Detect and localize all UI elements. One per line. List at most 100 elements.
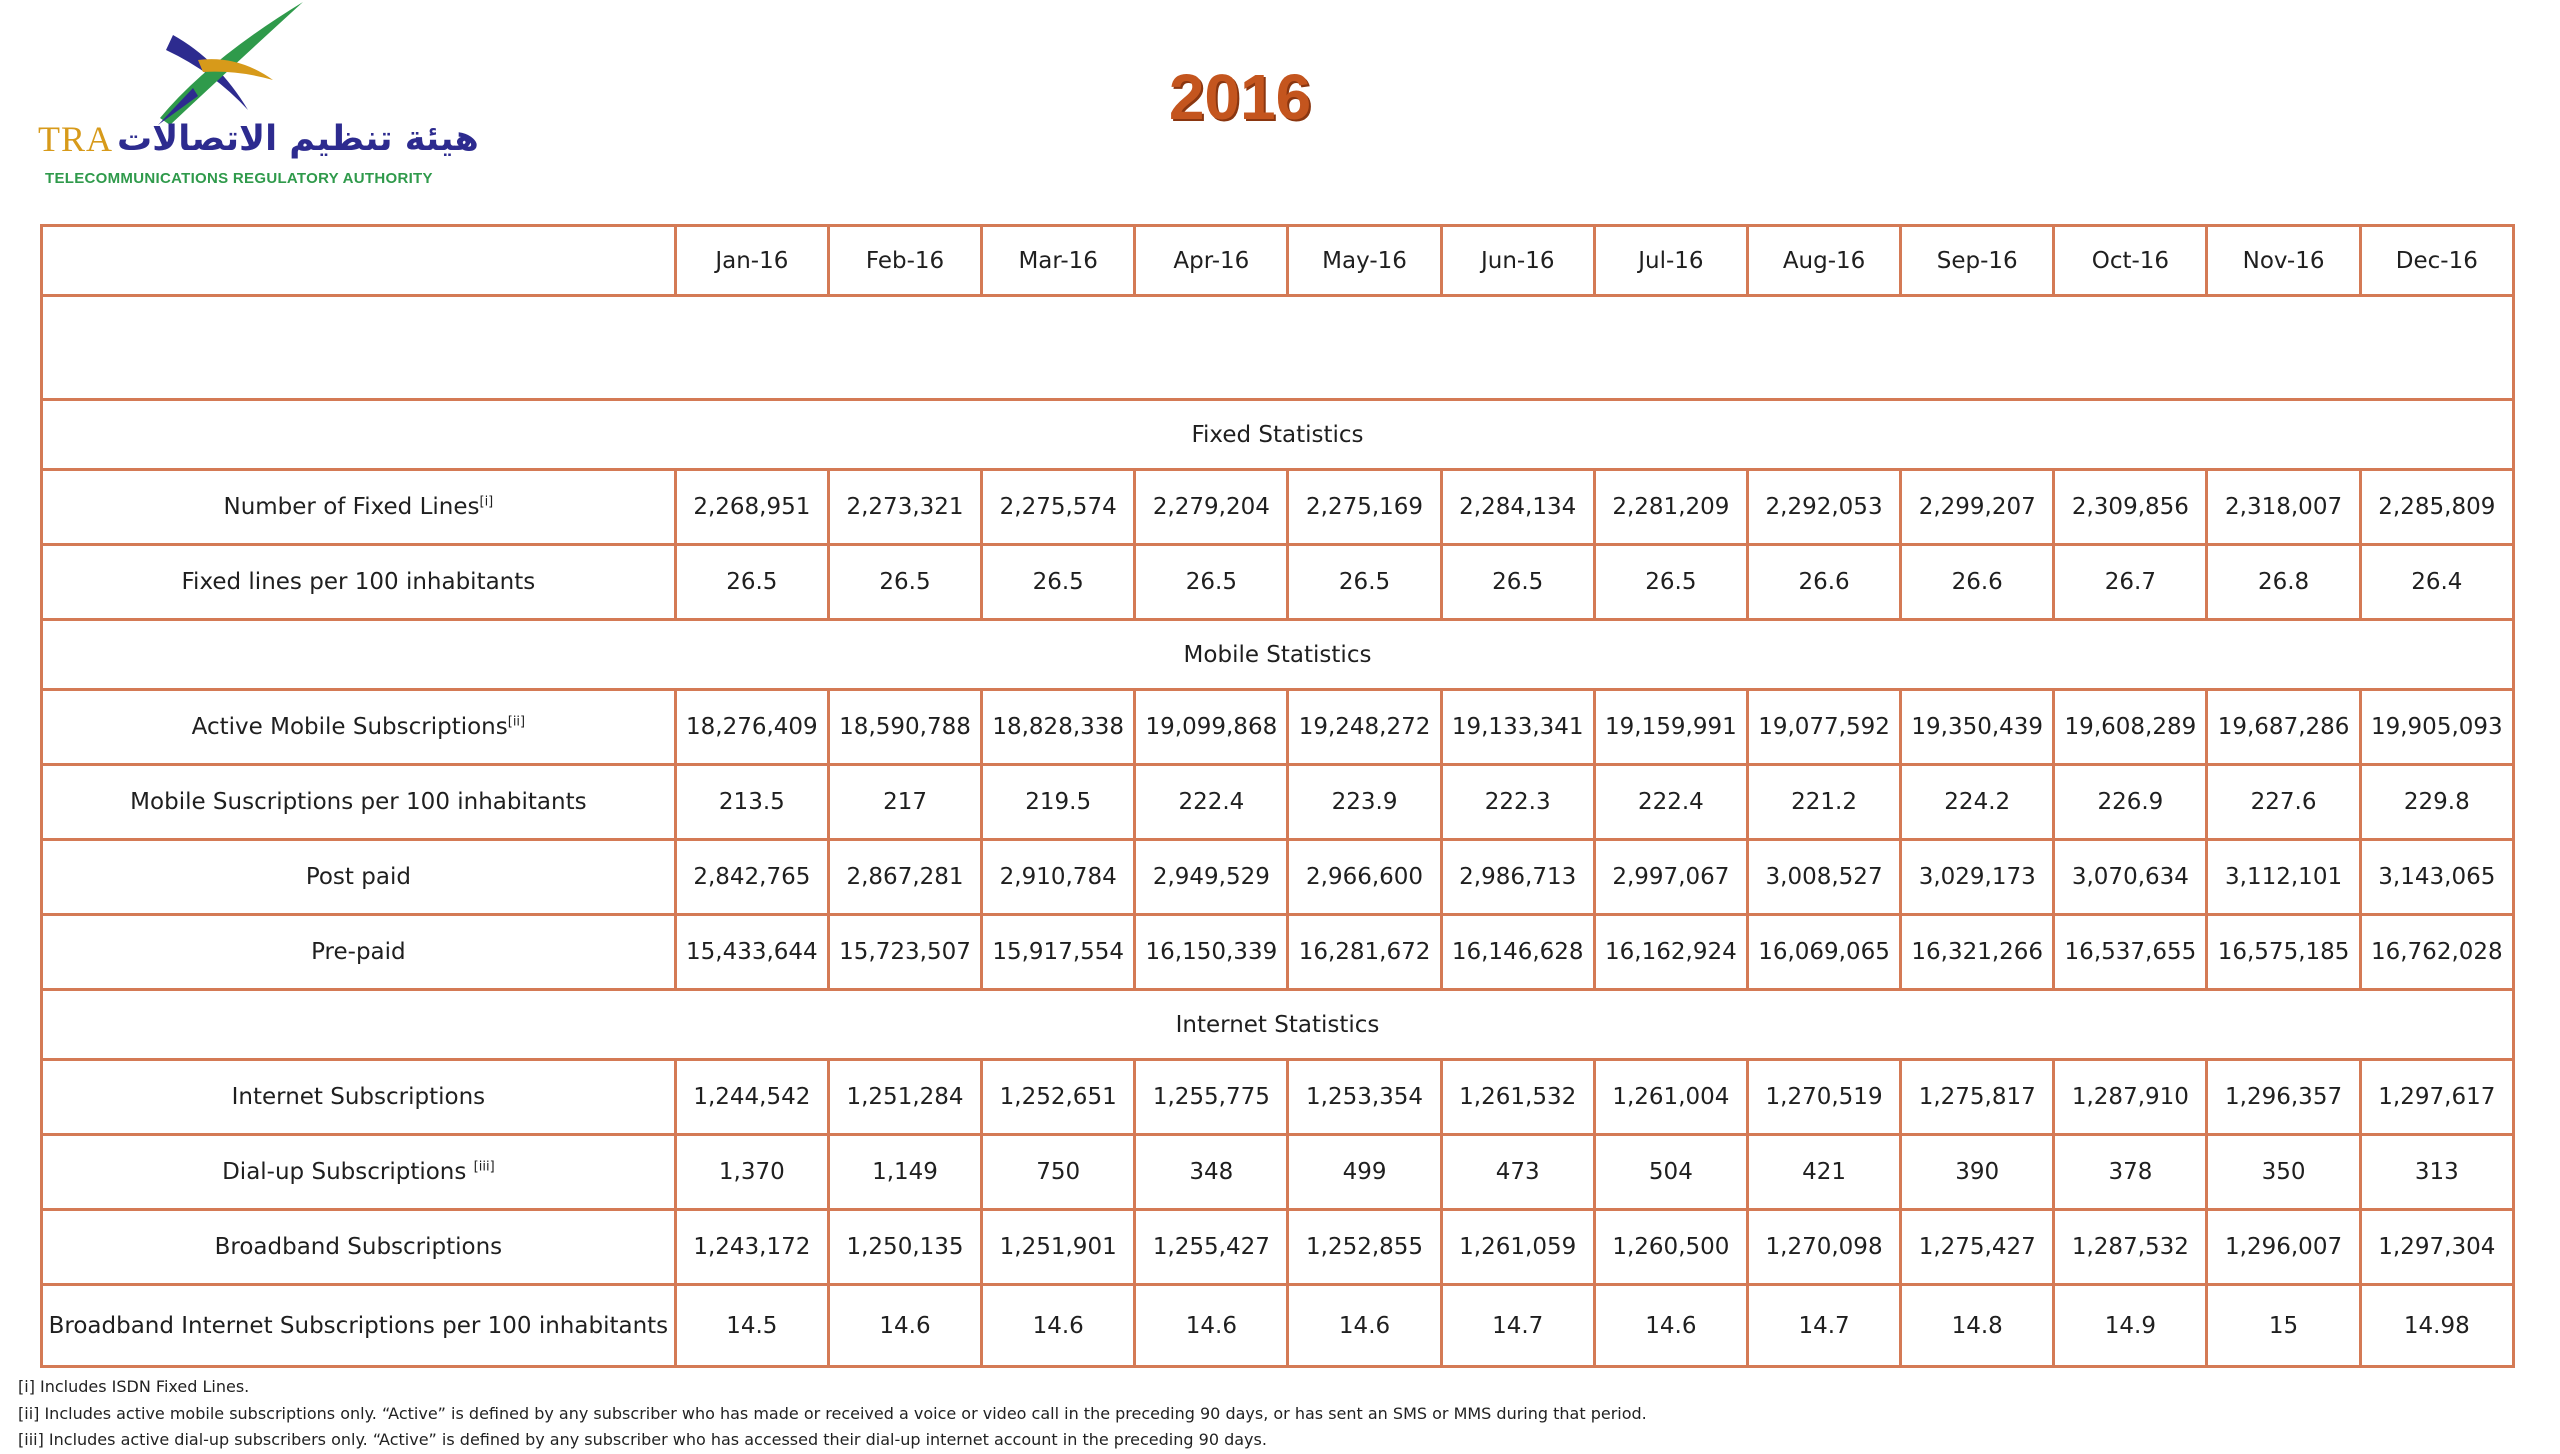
page-title: 2016 (1168, 61, 1312, 133)
row-label: Pre-paid (40, 913, 677, 991)
value-cell: 223.9 (1286, 763, 1443, 841)
value-cell: 16,146,628 (1439, 913, 1596, 991)
row-label: Broadband Internet Subscriptions per 100… (40, 1283, 677, 1368)
value-cell: 504 (1592, 1133, 1749, 1211)
month-header: Aug-16 (1745, 224, 1903, 297)
value-cell: 1,244,542 (673, 1058, 830, 1136)
value-cell: 1,243,172 (673, 1208, 830, 1286)
table-row-fixed-per100: Fixed lines per 100 inhabitants 26.5 26.5… (40, 543, 2516, 621)
month-header: Jun-16 (1439, 224, 1596, 297)
logo-arabic-text: هيئة تنظيم الاتصالات (117, 119, 479, 159)
value-cell: 2,279,204 (1133, 468, 1290, 546)
value-cell: 1,261,532 (1439, 1058, 1596, 1136)
value-cell: 19,077,592 (1745, 688, 1903, 766)
value-cell: 1,253,354 (1286, 1058, 1443, 1136)
value-cell: 1,270,098 (1745, 1208, 1903, 1286)
value-cell: 18,828,338 (980, 688, 1137, 766)
statistics-table: Jan-16 Feb-16 Mar-16 Apr-16 May-16 Jun-1… (40, 224, 2516, 1368)
value-cell: 26.5 (826, 543, 984, 621)
tra-logo-mark-icon (158, 2, 303, 125)
value-cell: 1,261,004 (1592, 1058, 1749, 1136)
row-label: Fixed lines per 100 inhabitants (40, 543, 677, 621)
value-cell: 26.7 (2052, 543, 2209, 621)
month-header: Jul-16 (1592, 224, 1749, 297)
value-cell: 14.6 (1592, 1283, 1749, 1368)
table-row-mobile-per100: Mobile Suscriptions per 100 inhabitants … (40, 763, 2516, 841)
value-cell: 313 (2358, 1133, 2516, 1211)
value-cell: 19,350,439 (1899, 688, 2056, 766)
value-cell: 3,008,527 (1745, 838, 1903, 916)
value-cell: 499 (1286, 1133, 1443, 1211)
value-cell: 2,949,529 (1133, 838, 1290, 916)
row-label: Internet Subscriptions (40, 1058, 677, 1136)
value-cell: 2,273,321 (826, 468, 984, 546)
value-cell: 1,251,901 (980, 1208, 1137, 1286)
value-cell: 16,762,028 (2358, 913, 2516, 991)
value-cell: 26.6 (1745, 543, 1903, 621)
value-cell: 1,149 (826, 1133, 984, 1211)
value-cell: 226.9 (2052, 763, 2209, 841)
section-heading-mobile: Mobile Statistics (40, 618, 2515, 691)
value-cell: 19,905,093 (2358, 688, 2516, 766)
value-cell: 2,986,713 (1439, 838, 1596, 916)
value-cell: 26.5 (1286, 543, 1443, 621)
value-cell: 15,433,644 (673, 913, 830, 991)
value-cell: 222.4 (1592, 763, 1749, 841)
value-cell: 2,285,809 (2358, 468, 2516, 546)
value-cell: 2,309,856 (2052, 468, 2209, 546)
row-label: Post paid (40, 838, 677, 916)
value-cell: 1,287,910 (2052, 1058, 2209, 1136)
table-row-internet-subs: Internet Subscriptions 1,244,542 1,251,28… (40, 1058, 2516, 1136)
month-header: Sep-16 (1899, 224, 2056, 297)
value-cell: 26.5 (1133, 543, 1290, 621)
value-cell: 227.6 (2205, 763, 2362, 841)
month-header-row: Jan-16 Feb-16 Mar-16 Apr-16 May-16 Jun-1… (40, 224, 2516, 297)
value-cell: 1,287,532 (2052, 1208, 2209, 1286)
value-cell: 19,099,868 (1133, 688, 1290, 766)
value-cell: 26.5 (1592, 543, 1749, 621)
tra-logo: TRA هيئة تنظيم الاتصالات TELECOMMUNICATI… (38, 0, 479, 200)
value-cell: 16,150,339 (1133, 913, 1290, 991)
section-heading-fixed: Fixed Statistics (40, 398, 2515, 471)
value-cell: 350 (2205, 1133, 2362, 1211)
value-cell: 229.8 (2358, 763, 2516, 841)
value-cell: 16,575,185 (2205, 913, 2362, 991)
row-label: Dial-up Subscriptions [iii] (40, 1133, 677, 1211)
value-cell: 1,296,007 (2205, 1208, 2362, 1286)
month-header: Nov-16 (2205, 224, 2362, 297)
month-header: Mar-16 (980, 224, 1137, 297)
value-cell: 1,261,059 (1439, 1208, 1596, 1286)
value-cell: 2,299,207 (1899, 468, 2056, 546)
value-cell: 14.6 (1286, 1283, 1443, 1368)
row-label: Mobile Suscriptions per 100 inhabitants (40, 763, 677, 841)
footnotes: [i] Includes ISDN Fixed Lines. [ii] Incl… (18, 1374, 1647, 1454)
value-cell: 19,248,272 (1286, 688, 1443, 766)
value-cell: 19,687,286 (2205, 688, 2362, 766)
value-cell: 26.6 (1899, 543, 2056, 621)
footnote: [ii] Includes active mobile subscription… (18, 1403, 1647, 1423)
value-cell: 18,276,409 (673, 688, 830, 766)
month-header: Apr-16 (1133, 224, 1290, 297)
value-cell: 19,608,289 (2052, 688, 2209, 766)
value-cell: 15,917,554 (980, 913, 1137, 991)
header-empty-cell (40, 224, 677, 297)
value-cell: 1,370 (673, 1133, 830, 1211)
value-cell: 2,842,765 (673, 838, 830, 916)
value-cell: 421 (1745, 1133, 1903, 1211)
value-cell: 15,723,507 (826, 913, 984, 991)
value-cell: 2,867,281 (826, 838, 984, 916)
value-cell: 14.98 (2358, 1283, 2516, 1368)
value-cell: 1,255,427 (1133, 1208, 1290, 1286)
value-cell: 378 (2052, 1133, 2209, 1211)
value-cell: 2,966,600 (1286, 838, 1443, 916)
table-row-fixed-lines: Number of Fixed Lines[i] 2,268,951 2,273,… (40, 468, 2516, 546)
table-row-broadband-per100: Broadband Internet Subscriptions per 100… (40, 1283, 2516, 1368)
value-cell: 2,275,574 (980, 468, 1137, 546)
value-cell: 2,292,053 (1745, 468, 1903, 546)
value-cell: 2,318,007 (2205, 468, 2362, 546)
value-cell: 390 (1899, 1133, 2056, 1211)
value-cell: 1,250,135 (826, 1208, 984, 1286)
value-cell: 2,281,209 (1592, 468, 1749, 546)
value-cell: 1,251,284 (826, 1058, 984, 1136)
value-cell: 473 (1439, 1133, 1596, 1211)
